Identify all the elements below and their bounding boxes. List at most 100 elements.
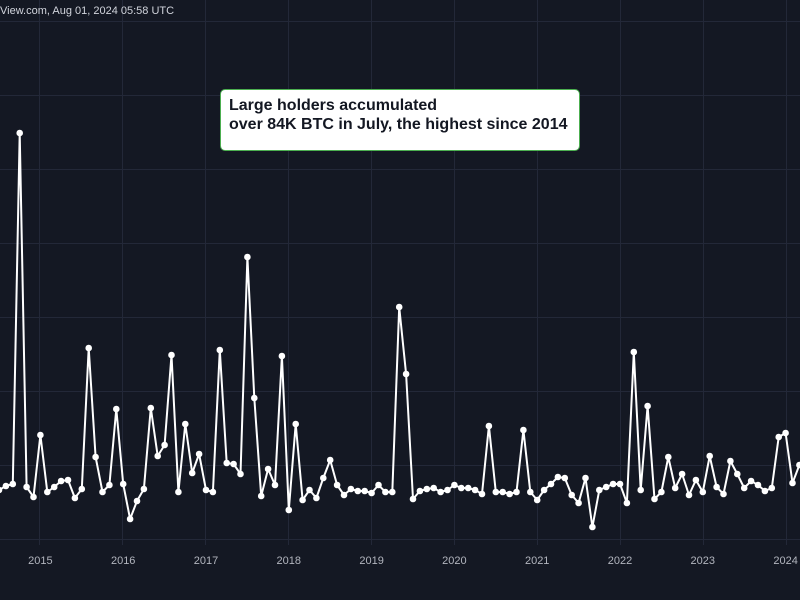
point (782, 429, 789, 437)
point (671, 484, 679, 492)
source-caption: View.com, Aug 01, 2024 05:58 UTC (0, 5, 175, 17)
point (216, 346, 224, 354)
point (251, 394, 258, 402)
point (533, 496, 541, 504)
point (402, 370, 410, 378)
point (16, 129, 24, 137)
point (44, 488, 51, 496)
point (513, 488, 520, 496)
point (92, 453, 99, 461)
point (692, 476, 700, 484)
point (651, 495, 658, 503)
point (71, 494, 79, 502)
point (430, 484, 438, 492)
point (540, 486, 548, 494)
point (313, 494, 320, 502)
annotation-line: over 84K BTC in July, the highest since … (229, 116, 568, 133)
point (699, 488, 707, 496)
point (471, 486, 479, 494)
point (99, 488, 106, 496)
point (30, 493, 37, 501)
point (554, 473, 562, 481)
point (478, 490, 486, 498)
point (126, 515, 134, 523)
line (0, 132, 800, 528)
point (464, 484, 472, 492)
point (768, 484, 776, 492)
x-tick-label: 2022 (608, 555, 632, 567)
point (616, 480, 624, 488)
point (85, 344, 92, 352)
point (271, 481, 279, 489)
point (596, 486, 603, 494)
point (257, 492, 265, 500)
point (154, 452, 161, 460)
point (320, 474, 327, 482)
point (340, 491, 348, 499)
point (451, 481, 458, 489)
point (182, 420, 189, 428)
x-tick-label: 2015 (28, 555, 52, 567)
point (527, 488, 534, 496)
point (644, 402, 651, 410)
point (382, 488, 389, 496)
point (106, 481, 113, 489)
point (230, 460, 237, 468)
point (747, 477, 755, 485)
x-tick-label: 2019 (359, 555, 383, 567)
point (64, 476, 72, 484)
point (492, 488, 500, 496)
point (354, 487, 362, 495)
point (368, 489, 375, 497)
point (685, 491, 693, 499)
point (113, 405, 120, 413)
x-tick-label: 2020 (442, 555, 466, 567)
point (2, 482, 10, 490)
point (195, 450, 203, 458)
point (78, 485, 86, 493)
point (789, 479, 796, 487)
point (395, 303, 403, 311)
x-axis-band (0, 545, 800, 600)
point (175, 488, 182, 496)
point (589, 523, 596, 531)
point (389, 488, 396, 496)
point (678, 470, 686, 478)
point (761, 487, 769, 495)
point (575, 499, 582, 507)
x-tick-label: 2021 (525, 555, 549, 567)
point (423, 485, 431, 493)
point (734, 470, 741, 478)
x-tick-label: 2024 (773, 555, 797, 567)
point (264, 465, 272, 473)
point (57, 477, 65, 485)
point (285, 506, 293, 514)
point (637, 486, 644, 494)
point (713, 483, 720, 491)
point (50, 483, 58, 491)
point (147, 404, 155, 412)
point (458, 484, 465, 492)
point (609, 480, 617, 488)
point (416, 487, 424, 495)
point (161, 441, 168, 449)
point (582, 474, 589, 482)
point (237, 470, 244, 478)
point (568, 491, 575, 499)
point (623, 499, 631, 507)
point (23, 483, 30, 491)
point (437, 488, 444, 496)
point (361, 487, 369, 495)
annotation-line: Large holders accumulated (229, 97, 438, 114)
point (740, 484, 748, 492)
point (485, 422, 493, 430)
point (347, 485, 355, 493)
point (409, 495, 417, 503)
point (561, 474, 569, 482)
point (209, 488, 217, 496)
x-tick-label: 2017 (194, 555, 218, 567)
point (333, 481, 341, 489)
x-tick-label: 2016 (111, 555, 135, 567)
